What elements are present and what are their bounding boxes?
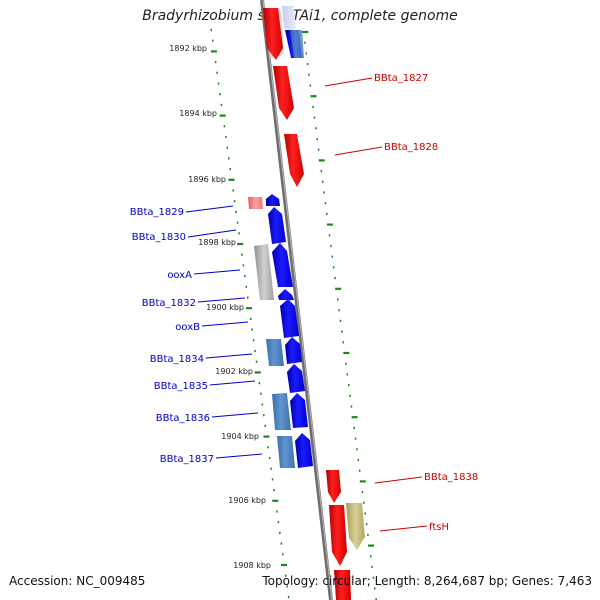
coordinate-ruler [210,28,290,599]
accession-label: Accession: NC_009485 [9,574,146,588]
gene-label[interactable]: ftsH [429,522,449,533]
gene-top-steel[interactable] [290,30,304,58]
gene-label[interactable]: BBta_1832 [142,298,196,309]
ruler-label: 1896 kbp [188,175,226,184]
gene-label[interactable]: BBta_1830 [132,232,186,243]
gene-fts-h[interactable] [346,503,365,550]
ruler-label: 1902 kbp [215,367,253,376]
gene-label[interactable]: BBta_1828 [384,142,438,153]
ruler-label: 1892 kbp [169,44,207,53]
forward-genes [263,8,365,600]
gene-oox-a[interactable] [254,244,274,300]
gene-top-pale-blue[interactable] [282,6,296,30]
gene-oox-b[interactable] [280,299,299,338]
gene-label[interactable]: BBta_1835 [154,381,208,392]
topology-summary: Topology: circular; Length: 8,264,687 bp… [262,574,592,588]
gene-bbta-1827[interactable] [273,66,294,120]
gene-label[interactable]: ooxB [175,322,200,333]
ruler-label: 1898 kbp [198,238,236,247]
gene-bbta-1836-blue[interactable] [290,393,308,428]
gene-label[interactable]: BBta_1838 [424,472,478,483]
gene-label[interactable]: BBta_1834 [150,354,204,365]
gene-bbta-1837[interactable] [277,436,295,468]
gene-label[interactable]: BBta_1829 [130,207,184,218]
ruler-labels: 1892 kbp 1894 kbp 1896 kbp 1898 kbp 1900 kbp… [169,44,271,570]
ruler-label: 1894 kbp [179,109,217,118]
ruler-label: 1906 kbp [228,496,266,505]
gene-label[interactable]: BBta_1837 [160,454,214,465]
gene-bbta-1838[interactable] [326,470,341,503]
gene-labels-right: BBta_1827 BBta_1828 BBta_1838 ftsH [374,73,478,533]
reverse-genes [248,6,313,468]
genome-title: Bradyrhizobium sp. BTAi1, complete genom… [142,8,458,24]
gene-bbta-1828[interactable] [284,134,304,187]
gene-bbta-1832[interactable] [278,289,294,300]
inner-tick-track [302,30,377,600]
gene-bottom[interactable] [334,570,351,600]
gene-label[interactable]: BBta_1836 [156,413,210,424]
ruler-label: 1904 kbp [221,432,259,441]
ruler-label: 1900 kbp [206,303,244,312]
gene-bbta-1837-blue[interactable] [295,433,313,468]
gene-bbta-1835[interactable] [287,364,305,393]
gene-labels-left: BBta_1829 BBta_1830 ooxA BBta_1832 ooxB … [130,207,214,465]
gene-bbta-1834-blue[interactable] [285,337,302,364]
chromosome-backbone [260,0,333,600]
gene-callouts [185,77,428,532]
gene-bbta-1838b[interactable] [329,505,347,566]
gene-bbta-1827-upstream[interactable] [263,8,283,60]
gene-oox-a-blue[interactable] [272,243,293,287]
gene-bbta-1836[interactable] [272,393,291,430]
gene-label[interactable]: BBta_1827 [374,73,428,84]
gene-bbta-1834[interactable] [266,339,284,366]
gene-label[interactable]: ooxA [167,270,192,281]
ruler-label: 1908 kbp [233,561,271,570]
gene-bbta-1829b[interactable] [266,194,280,206]
gene-bbta-1829[interactable] [248,197,263,209]
gene-bbta-1830[interactable] [268,207,286,244]
